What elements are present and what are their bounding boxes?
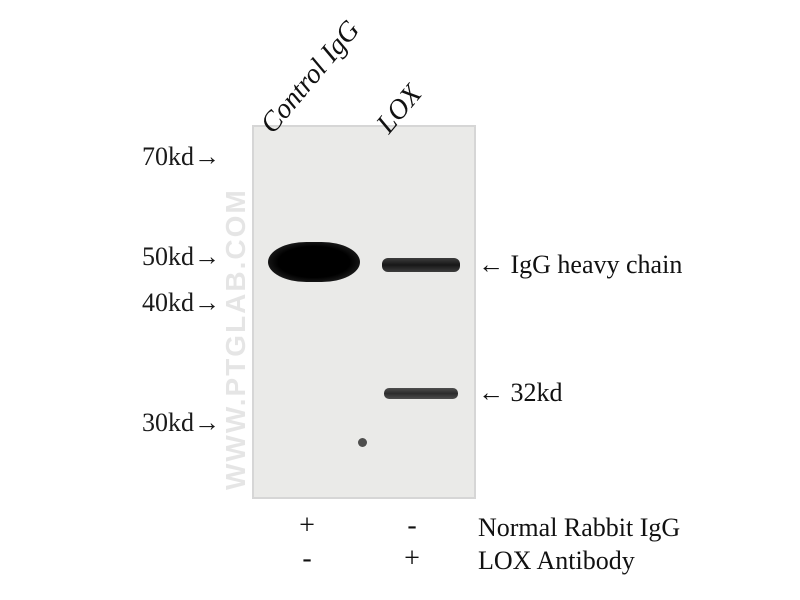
band-control-iggHC xyxy=(268,242,360,282)
arrow-icon: → xyxy=(194,288,220,317)
mw-label-70: 70kd→ xyxy=(140,142,220,172)
figure-canvas: WWW.PTGLAB.COM Control IgG LOX 70kd→ 50k… xyxy=(0,0,800,600)
mw-text-30: 30kd xyxy=(142,408,194,437)
right-arrow-32kd: ← 32kd xyxy=(478,378,563,408)
arrow-left-icon: ← xyxy=(478,250,504,279)
mw-text-70: 70kd xyxy=(142,142,194,171)
lane-header-1: Control IgG xyxy=(254,15,366,140)
band-lox-iggHC xyxy=(382,258,460,272)
band-speck xyxy=(358,438,367,447)
mw-label-40: 40kd→ xyxy=(140,288,220,318)
matrix-r0-c0: + xyxy=(297,510,317,542)
matrix-r1-c1: + xyxy=(402,543,422,575)
arrow-icon: → xyxy=(194,242,220,271)
watermark-text: WWW.PTGLAB.COM xyxy=(220,188,252,490)
arrow-icon: → xyxy=(194,408,220,437)
right-label-igg: IgG heavy chain xyxy=(511,250,683,279)
right-label-32kd: 32kd xyxy=(511,378,563,407)
mw-label-30: 30kd→ xyxy=(140,408,220,438)
mw-text-50: 50kd xyxy=(142,242,194,271)
matrix-r0-label: Normal Rabbit IgG xyxy=(478,513,680,543)
arrow-left-icon: ← xyxy=(478,378,504,407)
band-lox-32kd xyxy=(384,388,458,399)
matrix-r1-c0: - xyxy=(297,543,317,575)
arrow-icon: → xyxy=(194,142,220,171)
mw-label-50: 50kd→ xyxy=(140,242,220,272)
matrix-r0-c1: - xyxy=(402,510,422,542)
mw-text-40: 40kd xyxy=(142,288,194,317)
matrix-r1-label: LOX Antibody xyxy=(478,546,635,576)
right-arrow-igg: ← IgG heavy chain xyxy=(478,250,682,280)
